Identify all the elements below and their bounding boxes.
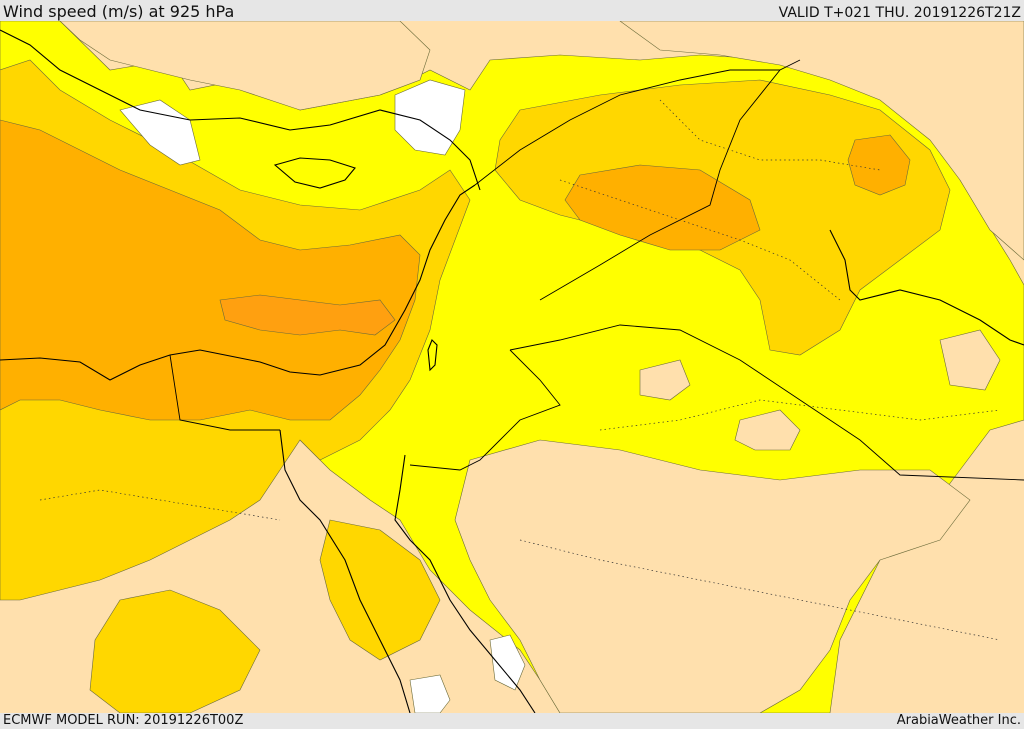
header-bar: Wind speed (m/s) at 925 hPa VALID T+021 … bbox=[0, 0, 1024, 21]
wind-patch-low-saudi bbox=[454, 439, 971, 713]
wind-patch-white-3 bbox=[409, 674, 451, 713]
credit-label: ArabiaWeather Inc. bbox=[896, 713, 1021, 728]
internal-boundary-1 bbox=[559, 179, 841, 301]
valid-time-label: VALID T+021 THU. 20191226T21Z bbox=[778, 5, 1021, 21]
wind-patch-low-anatolia bbox=[59, 21, 431, 111]
coastline-cyprus bbox=[273, 157, 356, 189]
wind-patch-white-4 bbox=[489, 634, 526, 691]
coastline-red-sea-east bbox=[394, 454, 536, 713]
wind-patch-moderate-arabia bbox=[89, 589, 261, 713]
wind-patch-low-small-3 bbox=[939, 329, 1001, 391]
wind-patch-low-caucasus bbox=[619, 21, 1024, 261]
coastline-dead-sea bbox=[427, 339, 438, 372]
footer-bar: ECMWF MODEL RUN: 20191226T00Z ArabiaWeat… bbox=[0, 713, 1024, 729]
coastline-red-sea-west bbox=[279, 429, 411, 713]
border-syria-iraq bbox=[539, 59, 801, 301]
internal-boundary-2 bbox=[599, 399, 1001, 431]
border-jordan-saudi bbox=[409, 349, 561, 471]
border-egypt-sudan bbox=[169, 354, 280, 431]
border-syria-turkey bbox=[474, 69, 780, 186]
internal-boundary-5 bbox=[519, 539, 1001, 641]
coastline-gulf bbox=[829, 229, 1024, 346]
coastline-mediterranean bbox=[0, 184, 476, 381]
wind-patch-strong-iraq bbox=[564, 164, 761, 251]
wind-patch-very-strong bbox=[219, 294, 396, 336]
border-iraq-saudi bbox=[509, 324, 1024, 481]
model-run-label: ECMWF MODEL RUN: 20191226T00Z bbox=[3, 713, 244, 728]
wind-patch-low-small-2 bbox=[639, 359, 691, 401]
wind-speed-map bbox=[0, 21, 1024, 713]
wind-patch-low-small-1 bbox=[734, 409, 801, 451]
coastline-anatolia bbox=[0, 29, 481, 191]
wind-patch-moderate-redsea bbox=[319, 519, 441, 661]
wind-patch-white-2 bbox=[119, 99, 201, 166]
wind-patch-strong-iran bbox=[847, 134, 911, 196]
internal-boundary-3 bbox=[39, 489, 281, 521]
map-title: Wind speed (m/s) at 925 hPa bbox=[3, 2, 235, 21]
wind-band-strong bbox=[0, 119, 421, 421]
